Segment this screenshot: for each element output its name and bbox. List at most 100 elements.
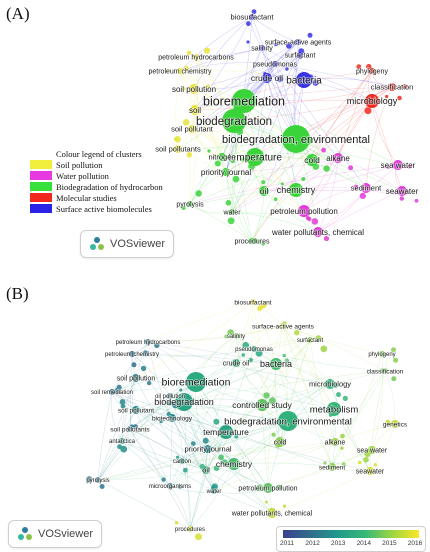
label-seawater: seawater: [386, 187, 419, 196]
minor-node: [257, 306, 262, 311]
label-oil: oil: [202, 466, 210, 475]
label-pyrolysis: pyrolysis: [86, 478, 109, 484]
minor-node: [228, 217, 235, 224]
minor-node: [363, 457, 369, 463]
label-water: water: [222, 209, 241, 216]
label-procedures: procedures: [234, 238, 270, 245]
label-bioremediation: bioremediation: [203, 94, 285, 108]
minor-node: [204, 48, 210, 54]
label-petroleum-hydrocarbons: petroleum hydrocarbons: [116, 340, 181, 346]
minor-node: [323, 165, 329, 171]
label-water: water: [206, 489, 222, 495]
colorbar-gradient: [283, 530, 419, 538]
colorbar-tick-label: 2012: [305, 540, 319, 547]
legend-label: Biodegradation of hydrocarbon: [56, 182, 163, 192]
label-pseudomonas: pseudomonas: [235, 347, 273, 353]
network-edge: [98, 392, 112, 480]
vosviewer-logo-icon: [89, 236, 105, 252]
minor-node: [120, 399, 126, 405]
legend-swatch: [30, 171, 52, 180]
label-biodegradation-environmental: biodegradation, environmental: [224, 416, 352, 427]
label-crude-oil: crude oil: [251, 73, 283, 83]
vosviewer-label: VOSviewer: [110, 238, 165, 250]
label-petroleum-chemistry: petroleum chemistry: [105, 352, 159, 358]
minor-node: [183, 468, 188, 473]
legend-swatch: [30, 182, 52, 191]
minor-node: [391, 376, 396, 381]
minor-node: [141, 366, 146, 371]
label-biodegradation: biodegradation: [154, 397, 214, 407]
minor-node: [308, 33, 313, 38]
label-alkane: alkane: [326, 154, 350, 163]
minor-node: [213, 419, 219, 425]
label-pyrolysis: pyrolysis: [176, 201, 204, 208]
label-metabolism: metabolism: [310, 404, 359, 415]
minor-node: [415, 199, 419, 203]
label-surfactant: surfactant: [297, 338, 324, 344]
cluster-legend: Colour legend of clusters Soil pollution…: [30, 148, 163, 214]
network-edge: [194, 17, 252, 89]
label-soil: soil: [189, 106, 201, 115]
network-edge: [251, 17, 262, 48]
label-temperature: temperature: [203, 427, 249, 437]
label-crude-oil: crude oil: [223, 360, 250, 367]
colorbar-tick-label: 2015: [382, 540, 396, 547]
minor-node: [358, 461, 362, 465]
label-seawater: seawater: [356, 468, 385, 475]
minor-node: [340, 434, 345, 439]
label-bacteria: bacteria: [286, 76, 322, 87]
label-cold: cold: [274, 439, 287, 446]
legend-swatch: [30, 193, 52, 202]
label-salinity: salinity: [251, 45, 273, 52]
legend-item-biodegradation: Biodegradation of hydrocarbon: [30, 181, 163, 192]
minor-node: [321, 148, 326, 153]
minor-node: [161, 477, 165, 481]
label-soil-pollution: soil pollution: [172, 85, 216, 94]
minor-node: [320, 346, 327, 353]
minor-node: [274, 197, 278, 201]
minor-node: [174, 137, 177, 140]
legend-label: Water pollution: [56, 171, 109, 181]
minor-node: [226, 200, 232, 206]
label-oil: oil: [260, 186, 269, 196]
legend-item-molecular-studies: Molecular studies: [30, 192, 163, 203]
network-edge: [111, 392, 122, 441]
colorbar-tick-label: 2014: [357, 540, 371, 547]
label-biodegradation-environmental: biodegradation, environmental: [222, 134, 370, 146]
label-surface-active-agents: surface-active agents: [252, 323, 315, 330]
legend-swatch: [30, 160, 52, 169]
label-soil-pollutant: soil pollutant: [171, 125, 214, 134]
legend-item-surface-active: Surface active biomolecules: [30, 203, 163, 214]
label-petroleum-pollution: petroleum pollution: [270, 207, 338, 216]
label-pseudomonas: pseudomonas: [253, 61, 297, 68]
label-microorganisms: microorganisms: [149, 484, 191, 490]
vosviewer-label: VOSviewer: [38, 528, 93, 540]
minor-node: [246, 40, 249, 43]
vosviewer-badge-a[interactable]: VOSviewer: [80, 230, 174, 258]
vosviewer-badge-b[interactable]: VOSviewer: [8, 520, 102, 548]
minor-node: [132, 362, 137, 367]
legend-spacer: [30, 149, 52, 158]
minor-node: [360, 193, 366, 199]
minor-node: [195, 533, 202, 540]
minor-node: [283, 354, 286, 357]
legend-item-water-pollution: Water pollution: [30, 170, 163, 181]
minor-node: [263, 392, 269, 398]
label-priority-journal: priority journal: [201, 168, 251, 177]
network-edge: [372, 101, 402, 191]
vosviewer-logo-icon: [17, 526, 33, 542]
label-sea-water: sea water: [357, 447, 388, 454]
label-priority-journal: priority journal: [184, 445, 231, 454]
minor-node: [203, 438, 209, 444]
minor-node: [294, 330, 299, 335]
minor-node: [249, 358, 253, 362]
minor-node: [117, 385, 122, 390]
label-temperature: temperature: [228, 153, 282, 164]
label-procedures: procedures: [175, 527, 205, 533]
legend-title: Colour legend of clusters: [56, 149, 142, 159]
